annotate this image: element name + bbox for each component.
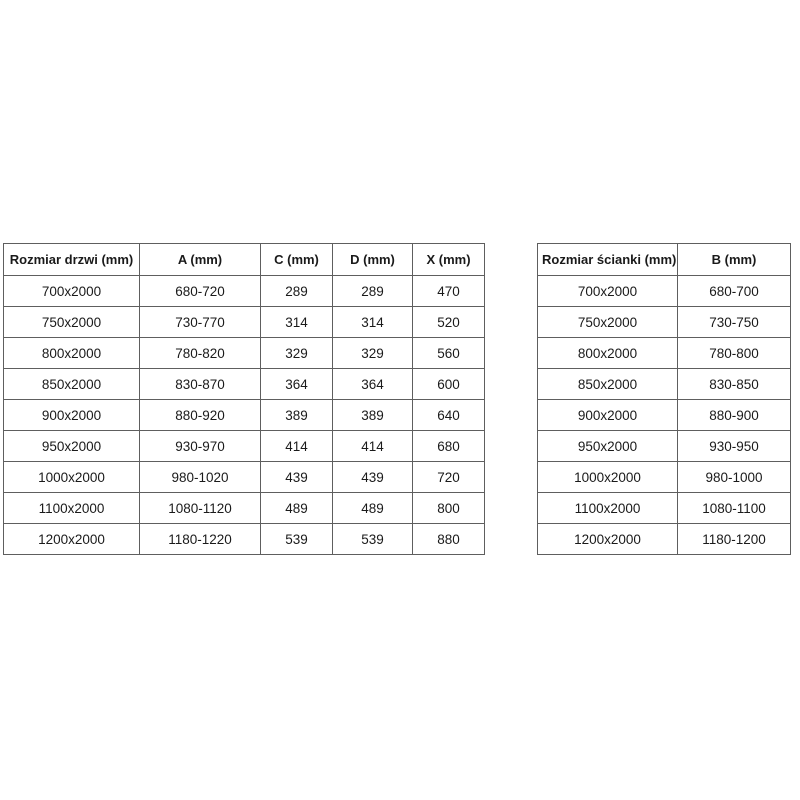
column-header-a: A (mm): [139, 243, 261, 276]
door-size-table: Rozmiar drzwi (mm) A (mm) C (mm) D (mm) …: [3, 243, 485, 555]
table-cell: 520: [412, 306, 485, 338]
table-row: 800x2000 780-820 329 329 560: [3, 337, 485, 369]
table-cell: 750x2000: [3, 306, 140, 338]
wall-size-table: Rozmiar ścianki (mm) B (mm) 700x2000 680-…: [537, 243, 791, 555]
table-cell: 470: [412, 275, 485, 307]
table-cell: 900x2000: [537, 399, 678, 431]
table-cell: 389: [260, 399, 333, 431]
table-row: 700x2000 680-720 289 289 470: [3, 275, 485, 307]
table-cell: 439: [260, 461, 333, 493]
table-row: 1000x2000 980-1020 439 439 720: [3, 461, 485, 493]
table-row: 700x2000 680-700: [537, 275, 791, 307]
table-cell: 800x2000: [3, 337, 140, 369]
table-cell: 1100x2000: [537, 492, 678, 524]
table-cell: 730-770: [139, 306, 261, 338]
table-cell: 700x2000: [537, 275, 678, 307]
table-row: 1000x2000 980-1000: [537, 461, 791, 493]
table-cell: 1080-1100: [677, 492, 791, 524]
table-cell: 289: [332, 275, 413, 307]
table-cell: 560: [412, 337, 485, 369]
table-cell: 364: [332, 368, 413, 400]
table-cell: 1000x2000: [537, 461, 678, 493]
table-cell: 1200x2000: [3, 523, 140, 555]
table-cell: 1000x2000: [3, 461, 140, 493]
column-header-d: D (mm): [332, 243, 413, 276]
table-row: 950x2000 930-970 414 414 680: [3, 430, 485, 462]
table-row: 1100x2000 1080-1120 489 489 800: [3, 492, 485, 524]
table-cell: 389: [332, 399, 413, 431]
table-cell: 750x2000: [537, 306, 678, 338]
table-cell: 414: [332, 430, 413, 462]
table-cell: 1200x2000: [537, 523, 678, 555]
table-cell: 850x2000: [3, 368, 140, 400]
table-cell: 314: [332, 306, 413, 338]
column-header-wall-size: Rozmiar ścianki (mm): [537, 243, 678, 276]
table-cell: 900x2000: [3, 399, 140, 431]
table-cell: 950x2000: [537, 430, 678, 462]
table-cell: 439: [332, 461, 413, 493]
table-row: 1200x2000 1180-1200: [537, 523, 791, 555]
table-row: 800x2000 780-800: [537, 337, 791, 369]
table-cell: 680-720: [139, 275, 261, 307]
table-row: 900x2000 880-920 389 389 640: [3, 399, 485, 431]
table-cell: 730-750: [677, 306, 791, 338]
table-cell: 489: [260, 492, 333, 524]
table-cell: 329: [332, 337, 413, 369]
table-cell: 600: [412, 368, 485, 400]
table-row: 750x2000 730-770 314 314 520: [3, 306, 485, 338]
table-cell: 780-800: [677, 337, 791, 369]
table-cell: 850x2000: [537, 368, 678, 400]
column-header-c: C (mm): [260, 243, 333, 276]
table-cell: 830-850: [677, 368, 791, 400]
table-cell: 640: [412, 399, 485, 431]
table-cell: 780-820: [139, 337, 261, 369]
table-cell: 1100x2000: [3, 492, 140, 524]
table-row: 750x2000 730-750: [537, 306, 791, 338]
table-row: 850x2000 830-870 364 364 600: [3, 368, 485, 400]
column-header-door-size: Rozmiar drzwi (mm): [3, 243, 140, 276]
table-cell: 880: [412, 523, 485, 555]
table-cell: 364: [260, 368, 333, 400]
table-cell: 980-1020: [139, 461, 261, 493]
table-cell: 1080-1120: [139, 492, 261, 524]
table-header-row: Rozmiar drzwi (mm) A (mm) C (mm) D (mm) …: [3, 243, 485, 276]
table-cell: 720: [412, 461, 485, 493]
table-cell: 414: [260, 430, 333, 462]
table-cell: 539: [260, 523, 333, 555]
table-cell: 980-1000: [677, 461, 791, 493]
table-row: 950x2000 930-950: [537, 430, 791, 462]
table-row: 850x2000 830-850: [537, 368, 791, 400]
table-cell: 680: [412, 430, 485, 462]
table-cell: 800: [412, 492, 485, 524]
table-cell: 1180-1200: [677, 523, 791, 555]
table-row: 1200x2000 1180-1220 539 539 880: [3, 523, 485, 555]
table-cell: 880-920: [139, 399, 261, 431]
table-cell: 830-870: [139, 368, 261, 400]
table-cell: 539: [332, 523, 413, 555]
table-cell: 930-950: [677, 430, 791, 462]
column-header-b: B (mm): [677, 243, 791, 276]
table-cell: 930-970: [139, 430, 261, 462]
table-cell: 314: [260, 306, 333, 338]
size-tables-container: Rozmiar drzwi (mm) A (mm) C (mm) D (mm) …: [0, 243, 800, 555]
table-row: 1100x2000 1080-1100: [537, 492, 791, 524]
table-cell: 880-900: [677, 399, 791, 431]
table-cell: 950x2000: [3, 430, 140, 462]
table-cell: 489: [332, 492, 413, 524]
table-cell: 700x2000: [3, 275, 140, 307]
column-header-x: X (mm): [412, 243, 485, 276]
table-header-row: Rozmiar ścianki (mm) B (mm): [537, 243, 791, 276]
table-cell: 680-700: [677, 275, 791, 307]
table-cell: 800x2000: [537, 337, 678, 369]
table-cell: 1180-1220: [139, 523, 261, 555]
table-cell: 329: [260, 337, 333, 369]
table-cell: 289: [260, 275, 333, 307]
table-row: 900x2000 880-900: [537, 399, 791, 431]
